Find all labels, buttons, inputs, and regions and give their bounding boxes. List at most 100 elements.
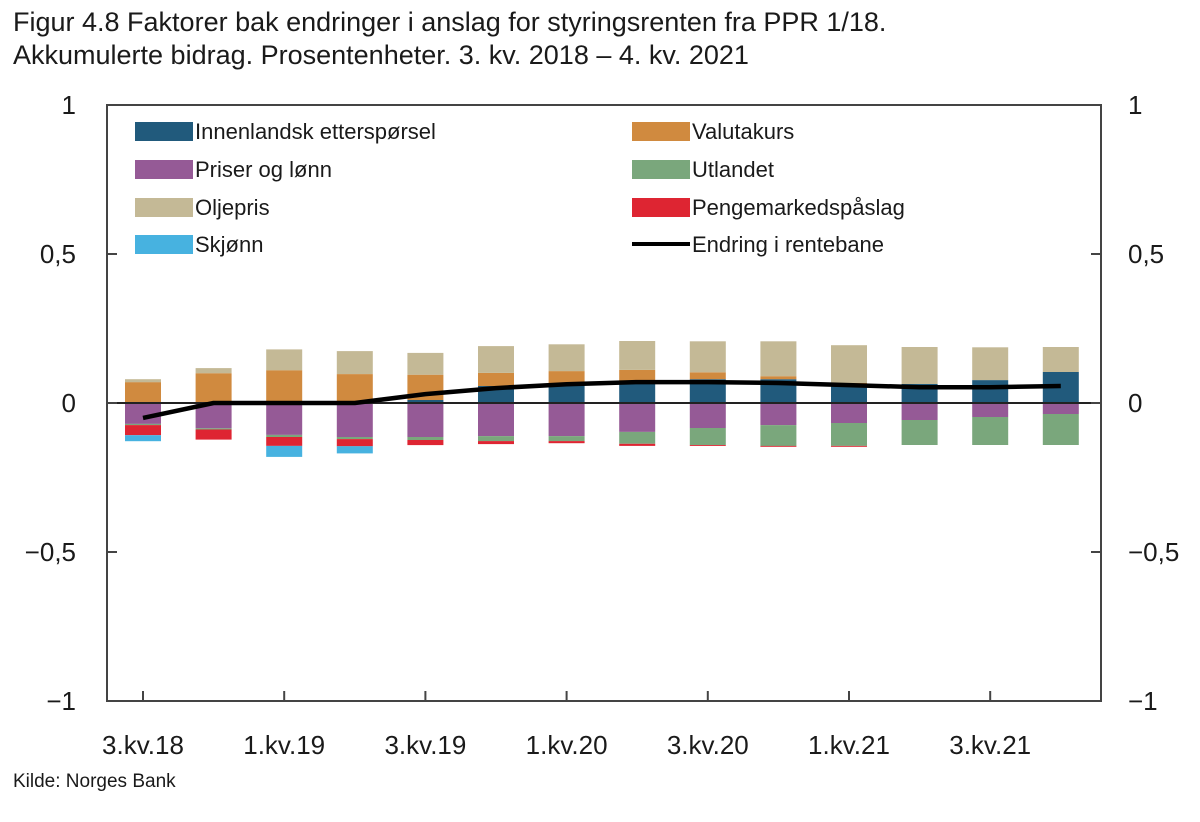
bar-valutakurs	[478, 372, 514, 386]
bar-utlandet	[195, 428, 232, 430]
bar-pengemarkedspaslag	[831, 445, 867, 447]
x-tick-label: 1.kv.20	[526, 730, 608, 760]
bar-oljepris	[831, 345, 867, 383]
bar-priser-og-lonn	[689, 403, 726, 428]
y-tick-label-right: 0,5	[1128, 239, 1164, 269]
bar-skjonn	[125, 435, 161, 442]
bar-innenlandsk-ettersporsel	[407, 400, 444, 403]
bar-oljepris	[901, 347, 938, 384]
legend-item-oljepris: Oljepris	[135, 195, 270, 220]
legend-label: Oljepris	[195, 195, 270, 220]
bar-priser-og-lonn	[125, 403, 161, 424]
bar-skjonn	[266, 445, 303, 457]
bar-priser-og-lonn	[972, 403, 1009, 417]
bar-priser-og-lonn	[1042, 403, 1079, 414]
bar-priser-og-lonn	[831, 403, 867, 423]
bar-innenlandsk-ettersporsel	[619, 380, 656, 403]
y-tick-label-left: −1	[46, 686, 76, 716]
legend-item-valutakurs: Valutakurs	[632, 119, 794, 144]
legend-label: Valutakurs	[692, 119, 794, 144]
bar-oljepris	[1042, 347, 1079, 372]
bar-utlandet	[689, 428, 726, 445]
x-tick-label: 1.kv.19	[243, 730, 325, 760]
chart-title-line2: Akkumulerte bidrag. Prosentenheter. 3. k…	[13, 40, 749, 70]
bar-innenlandsk-ettersporsel	[548, 384, 585, 403]
bar-priser-og-lonn	[407, 403, 444, 437]
bar-utlandet	[266, 434, 303, 437]
legend-label: Skjønn	[195, 232, 263, 257]
x-tick-label: 1.kv.21	[808, 730, 890, 760]
source-note: Kilde: Norges Bank	[13, 771, 176, 792]
bar-valutakurs	[760, 376, 797, 380]
bar-utlandet	[548, 436, 585, 442]
bar-priser-og-lonn	[548, 403, 585, 437]
bar-oljepris	[972, 347, 1009, 381]
bar-priser-og-lonn	[266, 403, 303, 435]
legend-swatch	[632, 160, 690, 179]
legend-swatch	[135, 235, 193, 254]
legend-swatch	[135, 160, 193, 179]
bar-oljepris	[407, 352, 444, 375]
bar-valutakurs	[548, 371, 585, 385]
bar-utlandet	[901, 420, 938, 445]
x-tick-label: 3.kv.19	[384, 730, 466, 760]
legend-swatch	[632, 122, 690, 141]
x-tick-label: 3.kv.18	[102, 730, 184, 760]
bar-utlandet	[619, 431, 656, 444]
series-line-endring-i-rentebane	[142, 379, 1061, 421]
bar-utlandet	[831, 423, 867, 446]
bar-utlandet	[125, 423, 161, 426]
bar-oljepris	[266, 349, 303, 371]
bar-priser-og-lonn	[901, 403, 938, 420]
bar-utlandet	[336, 437, 373, 440]
legend: Innenlandsk etterspørsel Priser og lønn Ol…	[135, 119, 905, 257]
legend-label: Priser og lønn	[195, 157, 332, 182]
y-tick-label-left: −0,5	[25, 537, 76, 567]
bar-oljepris	[548, 344, 585, 372]
bar-oljepris	[125, 379, 161, 383]
chart-title: Figur 4.8 Faktorer bak endringer i ansla…	[13, 6, 886, 72]
bar-valutakurs	[266, 370, 303, 403]
bar-pengemarkedspaslag	[760, 445, 797, 447]
bar-pengemarkedspaslag	[619, 443, 656, 446]
legend-swatch	[135, 122, 193, 141]
bar-valutakurs	[336, 374, 373, 403]
legend-label: Innenlandsk etterspørsel	[195, 119, 436, 144]
bar-utlandet	[972, 417, 1009, 445]
bar-innenlandsk-ettersporsel	[689, 379, 726, 403]
bar-valutakurs	[125, 382, 161, 403]
bar-pengemarkedspaslag	[336, 439, 373, 447]
legend-item-utlandet: Utlandet	[632, 157, 774, 182]
y-tick-label-right: −1	[1128, 686, 1158, 716]
bar-utlandet	[1042, 414, 1079, 445]
legend-item-innenlandsk-ettersporsel: Innenlandsk etterspørsel	[135, 119, 436, 144]
bar-pengemarkedspaslag	[266, 437, 303, 446]
bar-skjonn	[336, 446, 373, 454]
bar-innenlandsk-ettersporsel	[972, 380, 1009, 403]
bar-valutakurs	[619, 369, 656, 381]
bar-pengemarkedspaslag	[195, 429, 232, 440]
bar-oljepris	[478, 346, 514, 373]
bar-oljepris	[689, 341, 726, 373]
bar-oljepris	[760, 341, 797, 377]
bar-valutakurs	[195, 373, 232, 403]
y-tick-label-right: 0	[1128, 388, 1142, 418]
bars-layer	[125, 341, 1079, 457]
bar-priser-og-lonn	[619, 403, 656, 432]
bar-pengemarkedspaslag	[125, 425, 161, 436]
bar-priser-og-lonn	[478, 403, 514, 437]
legend-item-skjonn: Skjønn	[135, 232, 263, 257]
y-tick-label-right: 1	[1128, 90, 1142, 120]
bar-innenlandsk-ettersporsel	[831, 383, 867, 403]
bar-pengemarkedspaslag	[548, 441, 585, 444]
x-tick-label: 3.kv.20	[667, 730, 749, 760]
y-tick-label-left: 0	[62, 388, 76, 418]
legend-item-priser-og-lonn: Priser og lønn	[135, 157, 332, 182]
bar-pengemarkedspaslag	[407, 440, 444, 446]
bar-pengemarkedspaslag	[689, 445, 726, 446]
bar-pengemarkedspaslag	[478, 441, 514, 445]
y-tick-label-left: 0,5	[40, 239, 76, 269]
bar-utlandet	[407, 437, 444, 440]
legend-swatch	[135, 198, 193, 217]
